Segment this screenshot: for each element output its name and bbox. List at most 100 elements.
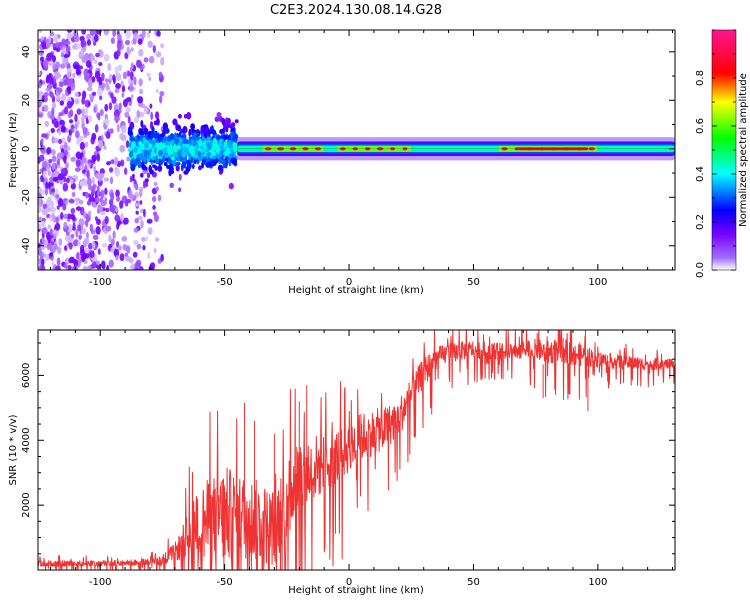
heat-cell xyxy=(50,206,56,214)
heat-cell xyxy=(63,245,68,252)
heat-cell xyxy=(48,72,52,78)
heat-cell xyxy=(155,51,162,58)
heat-cell xyxy=(143,149,150,158)
heat-cell xyxy=(39,255,44,260)
heat-cell xyxy=(68,224,73,232)
heat-cell xyxy=(108,259,114,268)
heat-cell xyxy=(48,158,53,164)
heat-cell xyxy=(120,80,124,87)
heat-cell xyxy=(195,149,199,157)
heat-cell xyxy=(83,237,90,245)
heat-cell xyxy=(81,108,85,117)
heat-cell xyxy=(81,90,87,100)
heat-cell xyxy=(60,148,65,154)
heat-cell xyxy=(41,189,46,195)
heat-cell xyxy=(105,207,110,213)
heat-cell xyxy=(56,95,62,101)
heat-cell xyxy=(40,176,45,183)
heat-cell xyxy=(52,62,56,71)
heat-cell xyxy=(75,206,82,211)
heat-cell xyxy=(74,92,80,98)
heat-cell xyxy=(141,30,146,38)
heat-cell xyxy=(75,228,79,238)
heat-cell xyxy=(114,167,120,177)
heat-cell xyxy=(50,92,54,99)
heat-cell xyxy=(206,152,212,157)
heat-cell xyxy=(130,47,134,52)
heat-cell xyxy=(62,182,69,192)
heat-cell xyxy=(65,45,71,52)
heat-cell xyxy=(99,95,103,101)
heat-cell xyxy=(47,224,52,230)
heat-cell xyxy=(104,187,108,196)
heat-cell xyxy=(138,49,144,57)
heat-cell xyxy=(84,141,89,148)
heat-cell xyxy=(56,158,61,166)
heat-cell xyxy=(78,218,85,227)
heat-cell xyxy=(114,214,121,222)
heat-cell xyxy=(79,180,85,187)
heat-cell xyxy=(41,206,48,216)
heat-cell xyxy=(224,156,229,162)
heat-cell xyxy=(189,148,196,156)
heat-cell xyxy=(106,161,111,166)
heat-cell xyxy=(94,197,100,203)
heat-cell xyxy=(103,82,110,88)
heat-cell xyxy=(63,263,68,269)
heat-cell xyxy=(125,140,130,149)
heat-cell xyxy=(135,137,139,146)
heat-cell xyxy=(125,245,131,253)
x-tick-label: -50 xyxy=(216,577,232,588)
heat-cell xyxy=(49,176,55,183)
heat-cell xyxy=(227,117,231,125)
heat-cell xyxy=(89,223,94,232)
heat-cell xyxy=(96,153,101,162)
heat-cell xyxy=(88,184,93,191)
heat-cell xyxy=(101,243,108,248)
heat-cell xyxy=(38,30,43,33)
heat-cell xyxy=(124,52,129,60)
heat-cell xyxy=(59,81,63,88)
heat-cell xyxy=(152,45,156,54)
heat-cell xyxy=(92,201,97,208)
heat-cell xyxy=(87,242,93,250)
y-tick-label: -40 xyxy=(21,238,32,254)
heat-cell xyxy=(126,156,131,162)
heat-cell xyxy=(51,107,55,117)
colorbar-label: Normalized spectral amplitude xyxy=(738,73,749,227)
heat-cell xyxy=(85,59,92,68)
heat-cell xyxy=(94,172,101,179)
heat-cell xyxy=(205,161,211,168)
heat-cell xyxy=(96,218,101,226)
heat-cell xyxy=(69,198,74,204)
heat-cell xyxy=(50,127,56,134)
heat-cell xyxy=(129,175,133,183)
heat-cell xyxy=(89,54,96,62)
heat-cell xyxy=(104,30,108,36)
heat-cell xyxy=(77,224,82,232)
heat-cell xyxy=(130,159,134,164)
heat-cell xyxy=(40,138,44,145)
heat-cell xyxy=(140,119,144,128)
heat-cell xyxy=(74,113,78,123)
heat-cell xyxy=(93,165,97,173)
heat-cell xyxy=(49,252,54,257)
heat-cell xyxy=(133,183,137,189)
spectrogram-x-axis-label: Height of straight line (km) xyxy=(288,285,424,296)
heat-cell xyxy=(68,129,72,136)
heat-cell xyxy=(58,138,63,145)
heat-cell xyxy=(51,55,56,63)
heat-cell xyxy=(53,34,59,43)
y-tick-label: 20 xyxy=(21,94,32,107)
heat-cell xyxy=(211,129,217,136)
heat-cell xyxy=(132,251,138,258)
heat-cell xyxy=(136,109,141,119)
heat-cell xyxy=(151,195,157,203)
heat-cell xyxy=(138,153,143,161)
heat-cell xyxy=(178,131,182,138)
snr-y-axis-label: SNR (10 * v/v) xyxy=(8,414,19,485)
heat-cell xyxy=(172,118,178,126)
heat-cell xyxy=(221,140,225,145)
heat-cell xyxy=(144,236,149,242)
heat-cell xyxy=(56,257,61,266)
